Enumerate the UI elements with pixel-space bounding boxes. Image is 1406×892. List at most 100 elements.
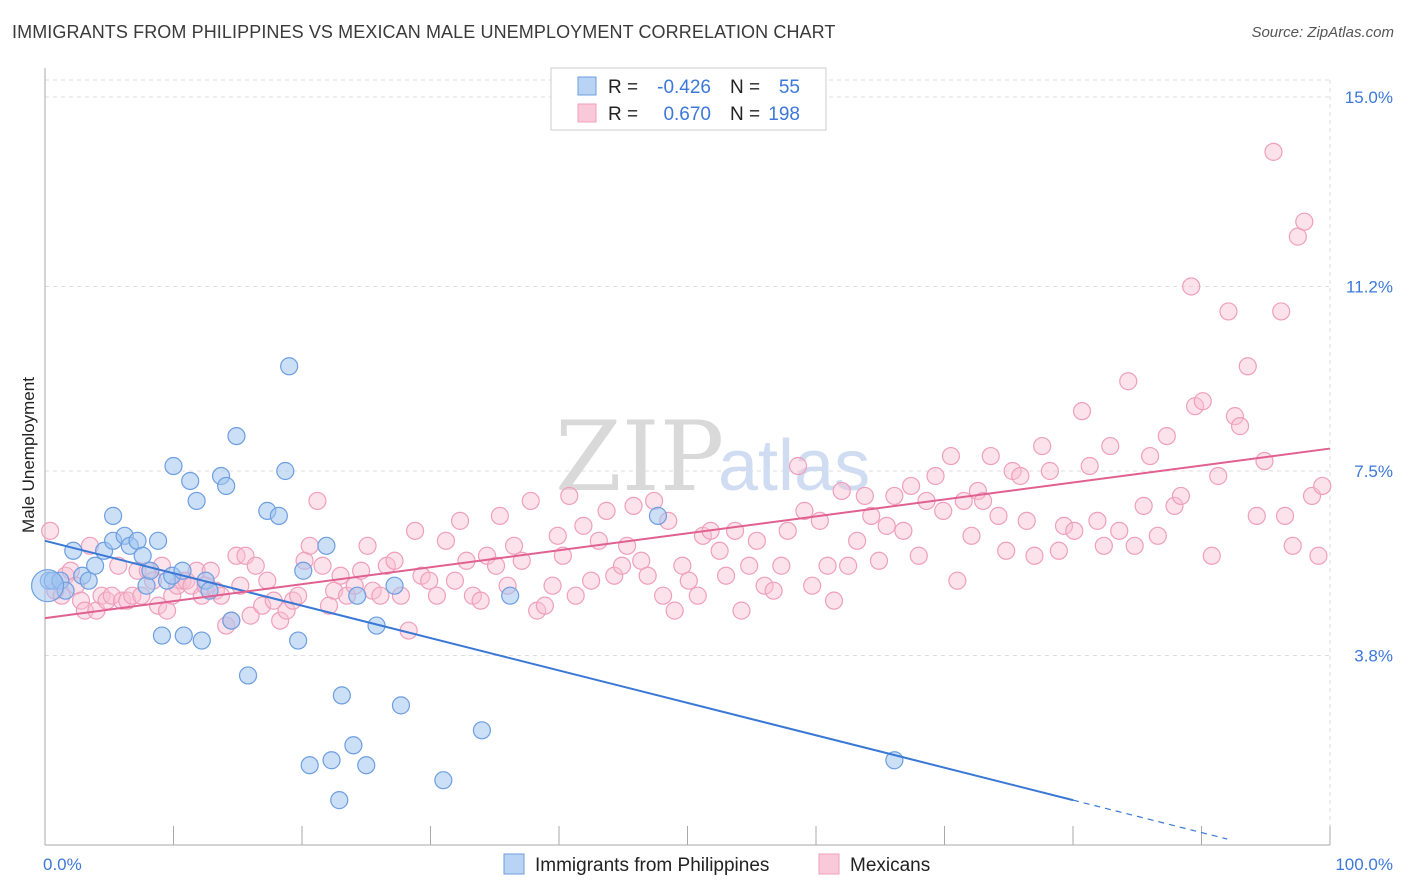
mexicans-point	[716, 566, 736, 585]
mexicans-point	[420, 571, 439, 590]
mexicans-point	[1255, 451, 1274, 471]
philippines-point	[330, 791, 349, 810]
mexicans-point	[1209, 466, 1228, 486]
mexicans-point	[644, 491, 664, 511]
mexicans-point	[848, 531, 867, 550]
mexicans-point	[877, 516, 896, 535]
legend-n-label-2: N =	[730, 104, 760, 125]
mexicans-point	[1040, 461, 1059, 481]
philippines-point	[238, 666, 258, 685]
mexicans-point	[1295, 212, 1314, 231]
mexicans-point	[747, 531, 766, 550]
philippines-point-large	[30, 569, 65, 603]
mexicans-point	[1171, 486, 1191, 506]
legend-label-philippines: Immigrants from Philippines	[535, 855, 769, 876]
mexicans-point	[1148, 526, 1167, 545]
mexicans-point	[92, 586, 111, 605]
y-axis-title: Male Unemployment	[19, 377, 38, 533]
mexicans-point	[1054, 516, 1074, 535]
mexicans-point	[308, 491, 327, 511]
mexicans-point	[241, 606, 260, 625]
philippines-point	[79, 571, 98, 590]
watermark-atlas: atlas	[718, 426, 870, 506]
mexicans-point	[112, 591, 132, 610]
philippines-point	[385, 576, 404, 595]
philippines-point	[187, 491, 206, 511]
philippines-point	[137, 576, 156, 595]
legend-n-value-2: 198	[768, 104, 800, 125]
mexicans-point	[818, 556, 837, 575]
mexicans-point	[1080, 456, 1099, 476]
mexicans-point	[1072, 402, 1092, 421]
tick-labels: 3.8% 7.5% 11.2% 15.0% 0.0% 100.0%	[43, 88, 1393, 874]
mexicans-point	[71, 591, 91, 610]
mexicans-point	[679, 571, 698, 590]
mexicans-point	[427, 586, 447, 605]
stats-legend: R = -0.426 N = 55 R = 0.670 N = 198	[550, 67, 827, 131]
trend-line-philippines	[44, 539, 1074, 802]
philippines-point	[322, 751, 341, 770]
mexicans-point	[1219, 302, 1238, 321]
philippines-point	[192, 631, 211, 650]
mexicans-point	[948, 571, 967, 590]
mexicans-point	[1225, 407, 1245, 426]
mexicans-point	[1272, 302, 1291, 321]
legend-label-mexicans: Mexicans	[850, 855, 930, 876]
mexicans-point	[1264, 142, 1283, 161]
x-tick-label-max: 100.0%	[1335, 855, 1393, 874]
mexicans-point	[901, 476, 921, 496]
y-tick-label: 7.5%	[1354, 462, 1393, 481]
mexicans-point	[521, 491, 540, 511]
philippines-point	[222, 611, 241, 630]
philippines-point	[148, 531, 168, 550]
mexicans-point	[313, 556, 332, 575]
philippines-point	[133, 546, 152, 565]
mexicans-point	[638, 566, 657, 585]
mexicans-point	[688, 586, 707, 605]
mexicans-point	[740, 556, 759, 575]
mexicans-point	[486, 556, 506, 575]
mexicans-point	[560, 486, 579, 506]
mexicans-point	[41, 521, 60, 540]
mexicans-point	[673, 556, 692, 575]
mexicans-point	[1202, 546, 1221, 565]
mexicans-point	[1065, 521, 1084, 540]
mexicans-point	[1125, 536, 1144, 555]
x-tick-label-min: 0.0%	[43, 855, 82, 874]
mexicans-point	[118, 591, 137, 610]
mexicans-point	[574, 516, 593, 535]
mexicans-point	[926, 466, 945, 486]
mexicans-point	[109, 556, 128, 575]
philippines-point	[174, 626, 193, 645]
philippines-point	[104, 506, 123, 525]
philippines-point	[348, 586, 367, 605]
philippines-point	[280, 357, 299, 376]
mexicans-point	[300, 536, 319, 555]
mexicans-point	[725, 521, 745, 540]
mexicans-point	[624, 496, 643, 516]
legend-n-label-1: N =	[730, 77, 760, 98]
philippines-point	[357, 756, 376, 775]
philippines-point	[434, 771, 453, 790]
mexicans-point	[1011, 466, 1030, 486]
mexicans-point	[732, 601, 751, 620]
mexicans-point	[490, 506, 509, 525]
trend-lines	[44, 447, 1331, 840]
mexicans-point	[582, 571, 601, 590]
axes	[44, 68, 1331, 846]
mexicans-point	[597, 501, 616, 520]
mexicans-point	[445, 571, 465, 590]
mexicans-point	[358, 536, 377, 555]
legend-swatch-pink	[577, 103, 597, 123]
mexicans-point	[997, 541, 1016, 560]
philippines-point	[294, 561, 313, 580]
mexicans-point	[1049, 541, 1068, 560]
legend-r-value-2: 0.670	[663, 104, 711, 125]
mexicans-point	[1182, 277, 1201, 296]
mexicans-point	[1247, 506, 1266, 525]
mexicans-point	[553, 546, 572, 565]
legend-box	[550, 67, 827, 131]
mexicans-point	[855, 486, 874, 506]
mexicans-point	[504, 536, 524, 555]
